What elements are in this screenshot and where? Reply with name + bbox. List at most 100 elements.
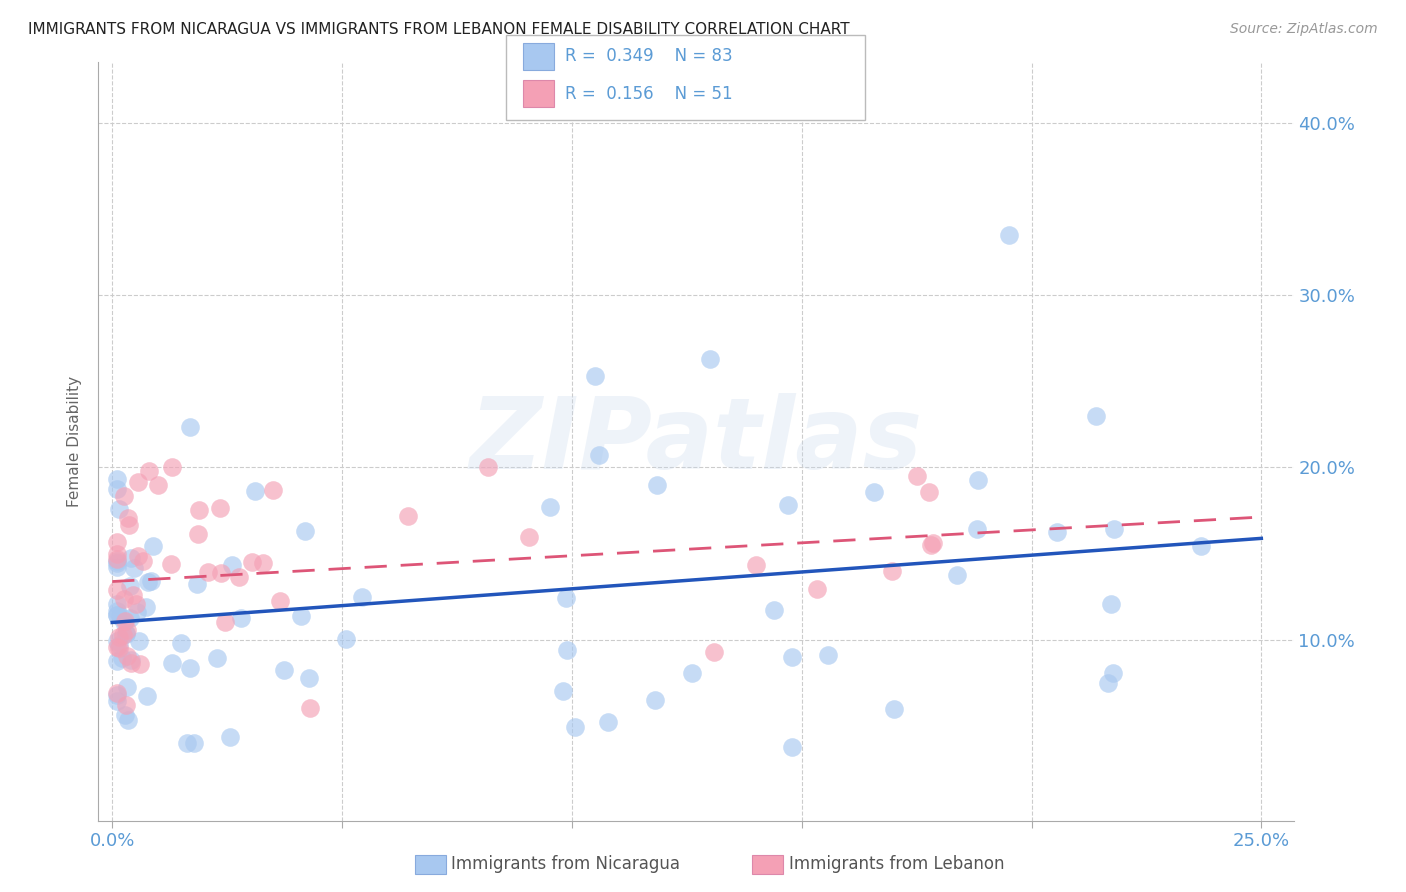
Point	[141, 574, 163, 589]
Point	[744, 558, 766, 573]
Text: R =  0.349    N = 83: R = 0.349 N = 83	[565, 47, 733, 65]
Point	[920, 538, 942, 552]
Point	[105, 686, 128, 700]
Point	[681, 666, 703, 681]
Point	[477, 460, 499, 475]
Point	[117, 713, 139, 727]
Point	[396, 509, 419, 524]
Point	[946, 568, 969, 582]
Point	[273, 663, 295, 677]
Point	[179, 661, 201, 675]
Point	[120, 656, 142, 670]
Point	[1101, 597, 1123, 611]
Point	[644, 693, 666, 707]
Point	[115, 698, 138, 713]
Point	[1104, 522, 1126, 536]
Text: R =  0.156    N = 51: R = 0.156 N = 51	[565, 85, 733, 103]
Point	[105, 583, 128, 598]
Point	[114, 708, 136, 723]
Point	[243, 483, 266, 498]
Point	[115, 648, 138, 663]
Point	[128, 634, 150, 648]
Point	[205, 650, 228, 665]
Point	[298, 671, 321, 685]
Point	[148, 477, 170, 491]
Point	[817, 648, 839, 662]
Point	[1189, 540, 1212, 554]
Point	[105, 693, 128, 707]
Point	[240, 555, 263, 569]
Point	[183, 736, 205, 750]
Point	[125, 605, 148, 619]
Point	[350, 590, 373, 604]
Point	[187, 526, 209, 541]
Point	[105, 640, 128, 654]
Text: IMMIGRANTS FROM NICARAGUA VS IMMIGRANTS FROM LEBANON FEMALE DISABILITY CORRELATI: IMMIGRANTS FROM NICARAGUA VS IMMIGRANTS …	[28, 22, 849, 37]
Point	[290, 608, 312, 623]
Point	[555, 643, 578, 657]
Point	[112, 615, 135, 629]
Point	[105, 633, 128, 648]
Point	[112, 628, 135, 642]
Point	[806, 582, 828, 597]
Point	[105, 556, 128, 570]
Point	[112, 591, 135, 606]
Point	[160, 656, 183, 670]
Point	[120, 579, 142, 593]
Point	[132, 554, 155, 568]
Point	[269, 594, 291, 608]
Text: Immigrants from Nicaragua: Immigrants from Nicaragua	[451, 855, 681, 873]
Point	[179, 420, 201, 434]
Point	[105, 547, 128, 561]
Point	[335, 632, 357, 646]
Point	[1085, 409, 1108, 423]
Point	[135, 600, 157, 615]
Point	[107, 608, 129, 623]
Point	[115, 681, 138, 695]
Point	[108, 501, 131, 516]
Point	[127, 549, 149, 564]
Point	[114, 627, 136, 641]
Text: ZIPatlas: ZIPatlas	[470, 393, 922, 490]
Point	[122, 561, 145, 575]
Point	[105, 607, 128, 622]
Point	[228, 570, 250, 584]
Point	[645, 477, 668, 491]
Point	[214, 615, 236, 629]
Point	[863, 484, 886, 499]
Point	[176, 736, 198, 750]
Point	[105, 604, 128, 618]
Point	[120, 550, 142, 565]
Point	[186, 577, 208, 591]
Point	[105, 552, 128, 566]
Point	[880, 565, 903, 579]
Point	[588, 448, 610, 462]
Point	[112, 489, 135, 503]
Point	[299, 700, 322, 714]
Point	[197, 565, 219, 579]
Point	[583, 369, 606, 384]
Point	[967, 473, 990, 487]
Point	[142, 539, 165, 553]
Text: Immigrants from Lebanon: Immigrants from Lebanon	[789, 855, 1004, 873]
Point	[262, 483, 284, 498]
Point	[221, 558, 243, 573]
Point	[115, 624, 138, 638]
Point	[219, 730, 242, 744]
Point	[294, 524, 316, 539]
Point	[117, 510, 139, 524]
Point	[129, 657, 152, 671]
Point	[114, 614, 136, 628]
Point	[105, 534, 128, 549]
Point	[108, 638, 131, 652]
Point	[110, 609, 132, 624]
Point	[598, 714, 620, 729]
Point	[229, 611, 252, 625]
Text: Source: ZipAtlas.com: Source: ZipAtlas.com	[1230, 22, 1378, 37]
Point	[160, 460, 183, 475]
Point	[762, 603, 785, 617]
Y-axis label: Female Disability: Female Disability	[67, 376, 83, 508]
Point	[105, 654, 128, 668]
Point	[105, 483, 128, 497]
Point	[551, 684, 574, 698]
